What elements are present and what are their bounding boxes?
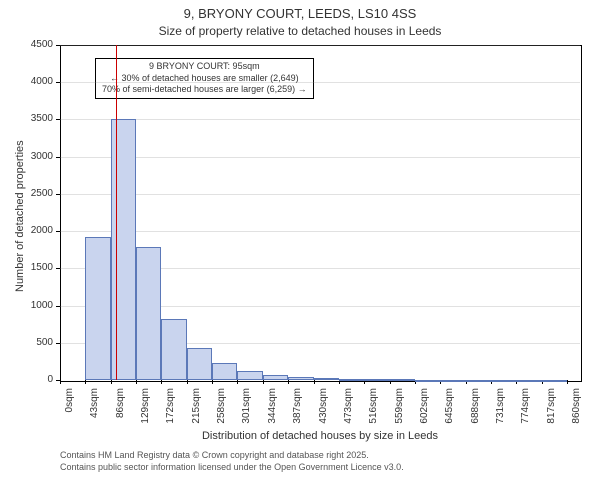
xtick-mark <box>237 380 238 384</box>
xtick-label: 817sqm <box>546 388 557 438</box>
ytick-mark <box>56 231 60 232</box>
xtick-label: 559sqm <box>394 388 405 438</box>
xtick-label: 258sqm <box>216 388 227 438</box>
xtick-label: 215sqm <box>191 388 202 438</box>
xtick-mark <box>161 380 162 384</box>
xtick-label: 43sqm <box>89 388 100 438</box>
xtick-mark <box>187 380 188 384</box>
ytick-mark <box>56 45 60 46</box>
ytick-label: 2500 <box>18 188 53 199</box>
xtick-label: 602sqm <box>419 388 430 438</box>
histogram-bar <box>339 379 364 381</box>
ytick-label: 1500 <box>18 262 53 273</box>
ytick-label: 3500 <box>18 113 53 124</box>
ytick-mark <box>56 306 60 307</box>
histogram-bar <box>516 380 541 382</box>
histogram-bar <box>491 380 516 382</box>
ytick-mark <box>56 343 60 344</box>
ytick-label: 0 <box>18 374 53 385</box>
xtick-mark <box>567 380 568 384</box>
histogram-bar <box>390 379 415 381</box>
xtick-label: 172sqm <box>165 388 176 438</box>
histogram-bar <box>263 375 288 380</box>
histogram-bar <box>466 380 491 382</box>
annotation-line3: 70% of semi-detached houses are larger (… <box>102 84 307 96</box>
xtick-label: 774sqm <box>520 388 531 438</box>
histogram-bar <box>314 378 339 380</box>
xtick-label: 473sqm <box>343 388 354 438</box>
xtick-mark <box>111 380 112 384</box>
xtick-label: 129sqm <box>140 388 151 438</box>
gridline <box>60 82 580 83</box>
footer-line2: Contains public sector information licen… <box>60 462 404 474</box>
histogram-bar <box>440 380 465 382</box>
ytick-label: 1000 <box>18 300 53 311</box>
marker-line <box>116 45 117 380</box>
histogram-bar <box>288 377 313 380</box>
xtick-label: 0sqm <box>64 388 75 438</box>
footer-line1: Contains HM Land Registry data © Crown c… <box>60 450 404 462</box>
gridline <box>60 119 580 120</box>
xtick-mark <box>212 380 213 384</box>
chart-subtitle: Size of property relative to detached ho… <box>0 24 600 38</box>
gridline <box>60 45 580 46</box>
xtick-mark <box>263 380 264 384</box>
xtick-label: 860sqm <box>571 388 582 438</box>
ytick-label: 3000 <box>18 151 53 162</box>
footer-text: Contains HM Land Registry data © Crown c… <box>60 450 404 473</box>
xtick-label: 301sqm <box>241 388 252 438</box>
xtick-mark <box>60 380 61 384</box>
xtick-mark <box>136 380 137 384</box>
histogram-bar <box>161 319 186 380</box>
xtick-label: 645sqm <box>444 388 455 438</box>
xtick-mark <box>288 380 289 384</box>
ytick-mark <box>56 194 60 195</box>
ytick-mark <box>56 82 60 83</box>
xtick-mark <box>85 380 86 384</box>
ytick-label: 4500 <box>18 39 53 50</box>
histogram-bar <box>212 363 237 380</box>
annotation-line1: 9 BRYONY COURT: 95sqm <box>102 61 307 73</box>
histogram-bar <box>415 380 440 382</box>
gridline <box>60 231 580 232</box>
ytick-label: 4000 <box>18 76 53 87</box>
histogram-bar <box>85 237 110 380</box>
xtick-label: 387sqm <box>292 388 303 438</box>
xtick-label: 86sqm <box>115 388 126 438</box>
chart-container: 9, BRYONY COURT, LEEDS, LS10 4SS Size of… <box>0 0 600 500</box>
histogram-bar <box>187 348 212 380</box>
ytick-mark <box>56 157 60 158</box>
xtick-label: 731sqm <box>495 388 506 438</box>
histogram-bar <box>111 119 136 380</box>
histogram-bar <box>542 380 567 382</box>
xtick-label: 688sqm <box>470 388 481 438</box>
gridline <box>60 157 580 158</box>
ytick-mark <box>56 268 60 269</box>
ytick-label: 500 <box>18 337 53 348</box>
gridline <box>60 194 580 195</box>
histogram-bar <box>237 371 262 380</box>
xtick-mark <box>339 380 340 384</box>
xtick-label: 344sqm <box>267 388 278 438</box>
ytick-label: 2000 <box>18 225 53 236</box>
histogram-bar <box>364 379 389 381</box>
histogram-bar <box>136 247 161 380</box>
ytick-mark <box>56 119 60 120</box>
xtick-label: 430sqm <box>318 388 329 438</box>
xtick-mark <box>314 380 315 384</box>
chart-title: 9, BRYONY COURT, LEEDS, LS10 4SS <box>0 6 600 21</box>
annotation-box: 9 BRYONY COURT: 95sqm ← 30% of detached … <box>95 58 314 99</box>
xtick-label: 516sqm <box>368 388 379 438</box>
